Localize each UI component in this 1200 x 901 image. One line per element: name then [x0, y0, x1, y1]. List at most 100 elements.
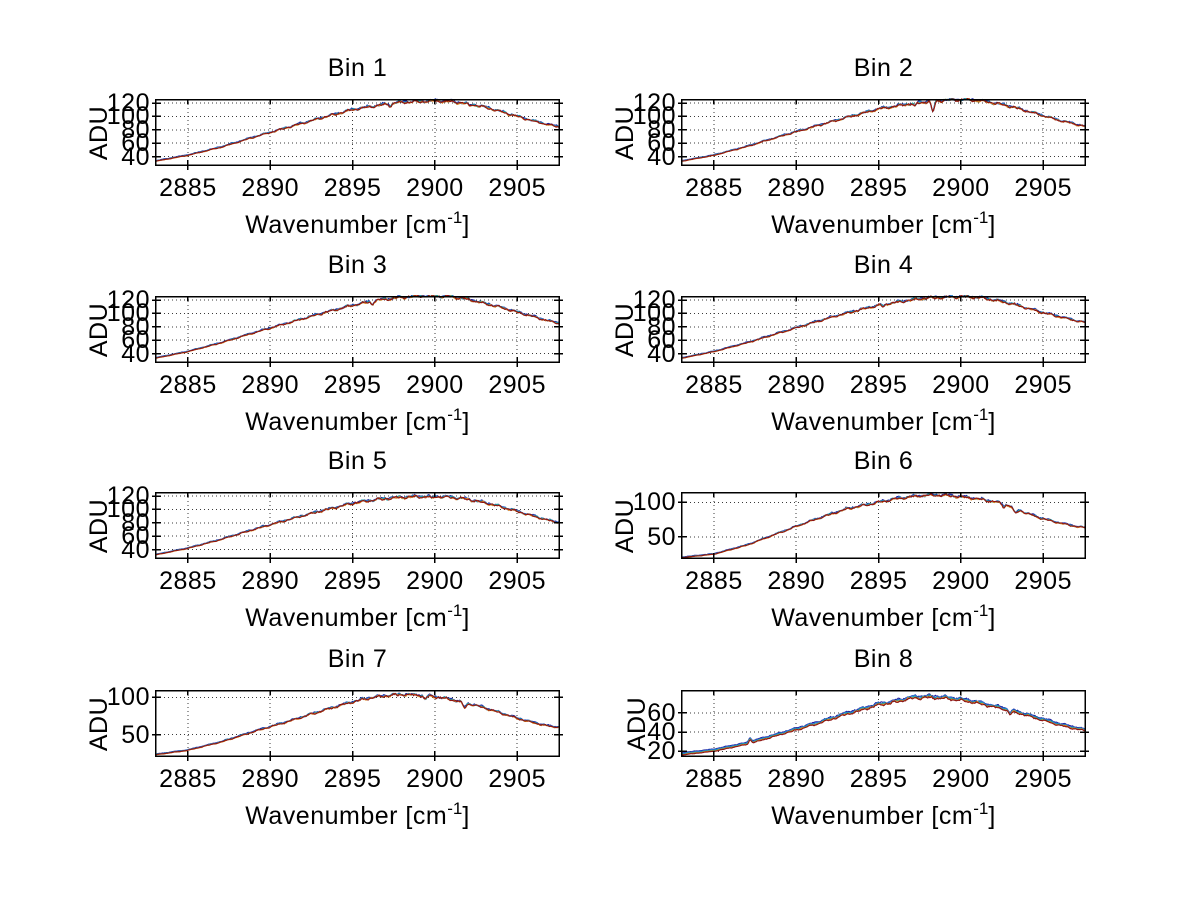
- x-tick-label: 2900: [932, 765, 990, 793]
- series-spectrum-3: [155, 295, 560, 359]
- x-axis-label: Wavenumber [cm-1]: [681, 799, 1086, 834]
- y-tick-label: 80: [121, 115, 150, 144]
- plot-area: [678, 492, 1089, 563]
- x-axis-label-close: ]: [988, 408, 996, 436]
- x-axis-label-base: Wavenumber [cm: [245, 802, 448, 830]
- y-tick-label: 80: [647, 115, 676, 144]
- x-tick-label: 2900: [932, 174, 990, 202]
- x-tick-label: 2895: [849, 371, 908, 399]
- x-tick-label: 2885: [685, 567, 743, 595]
- series-spectrum-4: [681, 695, 1086, 756]
- subplot-bin-6: Bin 6 ADU 50 100 2885 2890 2895 2900 2905 Wavenum…: [531, 442, 1111, 647]
- x-axis-label: Wavenumber [cm-1]: [155, 799, 560, 834]
- subplot-bin-4: Bin 4 ADU 40 60 80 100 120 2885 2890 2895 2900 2905…: [531, 246, 1111, 451]
- subplot-bin-8: Bin 8 ADU 20 40 60 2885 2890 2895 2900 2905 Wavenu…: [531, 640, 1111, 845]
- x-tick-label: 2890: [767, 174, 826, 202]
- y-tick-label: 60: [647, 698, 676, 727]
- series-spectrum-2: [155, 692, 560, 755]
- y-tick-label: 100: [106, 102, 150, 131]
- x-tick-label: 2905: [488, 567, 546, 595]
- y-tick-label: 50: [647, 522, 676, 551]
- x-tick-label: 2905: [488, 371, 546, 399]
- x-axis-label: Wavenumber [cm-1]: [681, 405, 1086, 440]
- x-axis-label-superscript: -1: [973, 799, 989, 818]
- y-tick-label: 50: [121, 720, 150, 749]
- series-spectrum-3: [681, 492, 1086, 558]
- series-spectrum-1: [681, 295, 1086, 359]
- x-axis-label-close: ]: [462, 604, 470, 632]
- x-axis-label: Wavenumber [cm-1]: [681, 208, 1086, 243]
- plot-area: [678, 295, 1089, 367]
- axes-box: [681, 296, 1086, 363]
- x-axis-label-superscript: -1: [447, 405, 463, 424]
- series-spectrum-3: [681, 295, 1086, 359]
- x-tick-label: 2890: [767, 567, 826, 595]
- series-spectrum-4: [155, 693, 560, 756]
- series-spectrum-3: [155, 494, 560, 556]
- y-tick-label: 120: [106, 482, 150, 511]
- x-axis-label: Wavenumber [cm-1]: [155, 405, 560, 440]
- plot-group: [152, 492, 563, 563]
- plot-title: Bin 5: [327, 447, 388, 475]
- y-tick-label: 100: [106, 683, 150, 712]
- x-axis-label-base: Wavenumber [cm: [771, 211, 974, 239]
- y-tick-label: 100: [106, 495, 150, 524]
- plot-group: [678, 98, 1089, 170]
- plot-title: Bin 2: [853, 54, 914, 82]
- y-tick-label: 120: [106, 89, 150, 118]
- plot-group: [678, 295, 1089, 367]
- subplot-bin-3: Bin 3 ADU 40 60 80 100 120 2885 2890 2895 2900 2905…: [5, 246, 585, 451]
- y-tick-label: 60: [121, 129, 150, 158]
- x-tick-label: 2905: [1014, 371, 1072, 399]
- x-tick-label: 2905: [488, 174, 546, 202]
- y-tick-label: 40: [121, 142, 150, 171]
- x-tick-label: 2890: [241, 174, 300, 202]
- y-tick-label: 40: [121, 339, 150, 368]
- plot-title: Bin 1: [327, 54, 388, 82]
- y-tick-label: 20: [647, 737, 676, 766]
- x-axis-label: Wavenumber [cm-1]: [155, 208, 560, 243]
- x-tick-label: 2905: [1014, 765, 1072, 793]
- x-tick-label: 2890: [241, 371, 300, 399]
- x-axis-label-close: ]: [988, 802, 996, 830]
- plot-group: [678, 690, 1089, 761]
- x-axis-label-base: Wavenumber [cm: [245, 604, 448, 632]
- plot-area: [152, 492, 563, 563]
- plot-group: [152, 98, 563, 170]
- x-tick-label: 2890: [767, 765, 826, 793]
- x-axis-label-superscript: -1: [973, 601, 989, 620]
- subplot-bin-5: Bin 5 ADU 40 60 80 100 120 2885 2890 2895 2900 2905…: [5, 442, 585, 647]
- series-spectrum-5: [155, 99, 560, 163]
- plot-title: Bin 3: [327, 251, 388, 279]
- series-spectrum-5: [155, 692, 560, 756]
- plot-area: [152, 690, 563, 761]
- x-axis-label-base: Wavenumber [cm: [771, 802, 974, 830]
- x-tick-label: 2900: [406, 174, 464, 202]
- x-tick-label: 2900: [932, 371, 990, 399]
- y-tick-label: 120: [632, 89, 676, 118]
- plot-group: [152, 690, 563, 761]
- x-axis-label-base: Wavenumber [cm: [245, 211, 448, 239]
- x-axis-label-close: ]: [462, 802, 470, 830]
- series-spectrum-5: [681, 295, 1086, 359]
- x-tick-label: 2900: [406, 567, 464, 595]
- series-spectrum-2: [681, 492, 1086, 558]
- x-axis-label-base: Wavenumber [cm: [245, 408, 448, 436]
- y-tick-label: 80: [647, 312, 676, 341]
- axes-box: [681, 690, 1086, 757]
- x-axis-label-superscript: -1: [447, 208, 463, 227]
- y-tick-label: 100: [632, 102, 676, 131]
- series-spectrum-1: [155, 295, 560, 359]
- x-tick-label: 2885: [685, 371, 743, 399]
- x-axis-label-close: ]: [988, 604, 996, 632]
- plot-area: [678, 690, 1089, 761]
- series-spectrum-4: [681, 295, 1086, 359]
- plot-title: Bin 6: [853, 447, 914, 475]
- x-tick-label: 2900: [406, 765, 464, 793]
- x-tick-label: 2900: [406, 371, 464, 399]
- x-axis-label-base: Wavenumber [cm: [771, 408, 974, 436]
- x-tick-label: 2885: [685, 174, 743, 202]
- subplot-bin-1: Bin 1 ADU 40 60 80 100 120 2885 2890 2895 2900 2905…: [5, 49, 585, 254]
- plot-area: [152, 98, 563, 170]
